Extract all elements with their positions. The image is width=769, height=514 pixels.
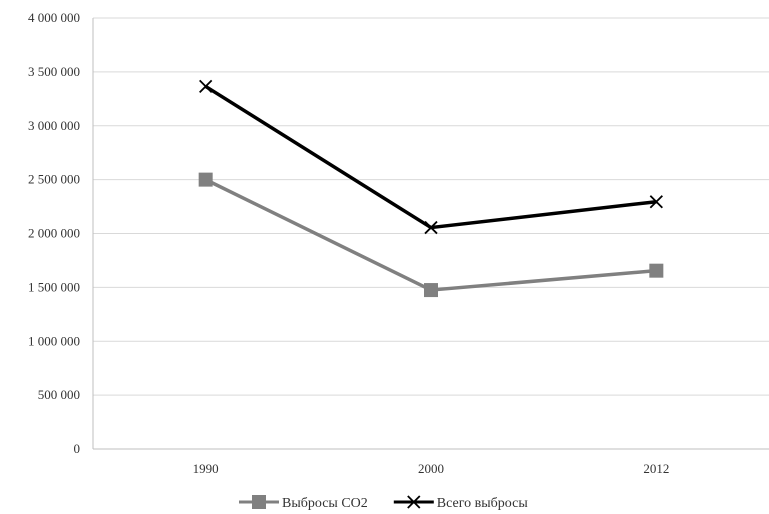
data-point [424,220,438,235]
y-tick-label: 1 000 000 [28,333,80,348]
legend-swatch-marker [407,495,421,509]
x-tick-labels: 1990 2000 2012 [193,461,670,476]
x-tick-label: 2000 [418,461,444,476]
marker-stroke [424,220,438,235]
series-line [204,84,657,230]
legend-item: Всего выбросы [393,495,529,511]
data-point [649,195,663,209]
data-point [424,283,438,298]
y-tick-label: 4 000 000 [28,10,80,25]
x-tick-label: 2012 [643,461,669,476]
legend: Выбросы CO2 Всего выбросы [239,495,528,511]
legend-label: Всего выбросы [437,496,529,511]
marker-stroke [649,195,663,209]
gridlines [93,17,769,396]
marker-stroke [199,79,213,94]
y-tick-label: 3 500 000 [28,64,80,79]
data-point [649,263,664,278]
series-line [204,178,657,292]
y-tick-labels: 0 500 000 1 000 000 1 500 000 2 000 000 2 500… [28,10,80,456]
legend-item: Выбросы CO2 [239,495,368,511]
y-tick-label: 1 500 000 [28,279,80,294]
y-tick-label: 2 000 000 [28,226,80,241]
legend-label: Выбросы CO2 [282,496,368,511]
axes [92,18,769,450]
legend-swatch-marker [252,495,266,509]
y-tick-label: 500 000 [38,387,80,402]
x-tick-label: 1990 [193,461,219,476]
data-point [199,79,213,94]
marker-stroke [407,495,421,509]
y-tick-label: 2 500 000 [28,172,80,187]
series-group [198,79,664,298]
y-tick-label: 3 000 000 [28,118,80,133]
data-point [198,172,213,187]
y-tick-label: 0 [74,441,81,456]
